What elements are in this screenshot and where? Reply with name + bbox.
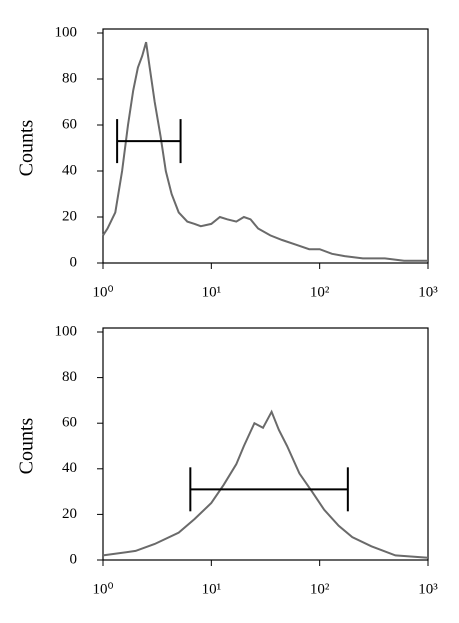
- y-axis-label: Counts: [16, 417, 38, 474]
- histogram-line: [102, 41, 428, 262]
- plot-frame: [102, 28, 429, 264]
- y-tick-label: 60: [62, 116, 77, 132]
- y-tick-label: 0: [70, 551, 78, 567]
- x-tick-label: 10⁰: [92, 284, 113, 300]
- y-tick-label: 80: [62, 369, 77, 385]
- x-tick-label: 10²: [310, 581, 330, 597]
- x-tick-label: 10³: [418, 581, 438, 597]
- x-tick-label: 10¹: [202, 284, 222, 300]
- plot-frame: [102, 327, 429, 561]
- y-tick-label: 80: [62, 70, 77, 86]
- y-tick-label: 60: [62, 415, 77, 431]
- y-tick-label: 20: [62, 208, 77, 224]
- y-axis-label: Counts: [16, 119, 38, 176]
- y-tick-label: 100: [55, 24, 78, 40]
- y-tick-label: 20: [62, 506, 77, 522]
- x-tick-label: 10⁰: [92, 581, 113, 597]
- x-tick-label: 10³: [418, 284, 438, 300]
- x-tick-label: 10¹: [202, 581, 222, 597]
- histogram-line: [102, 409, 429, 559]
- y-tick-label: 40: [62, 460, 77, 476]
- y-tick-label: 100: [55, 323, 78, 339]
- y-tick-label: 40: [62, 162, 77, 178]
- x-tick-label: 10²: [310, 284, 330, 300]
- y-tick-label: 0: [70, 254, 78, 270]
